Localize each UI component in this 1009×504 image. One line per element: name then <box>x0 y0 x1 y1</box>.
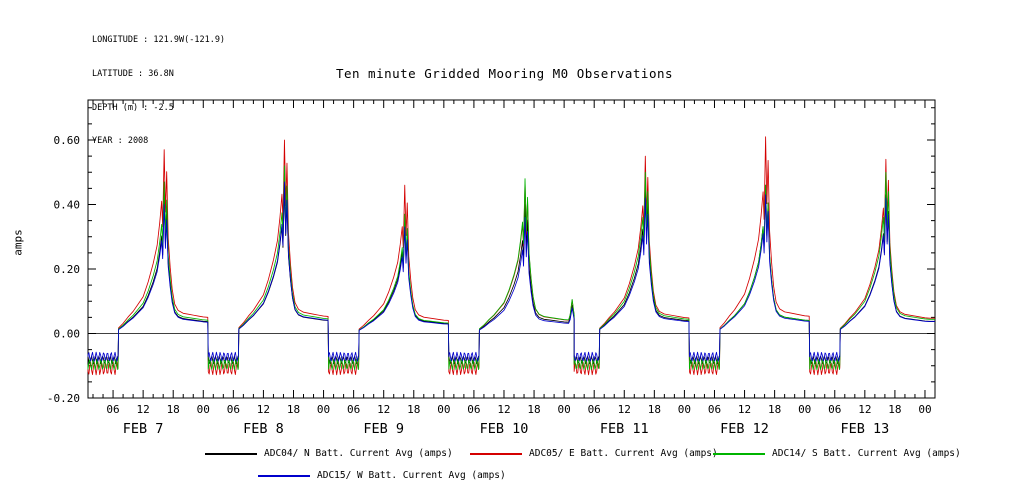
x-tick-label: 00 <box>437 403 450 416</box>
x-tick-label: 00 <box>557 403 570 416</box>
x-tick-label: 00 <box>197 403 210 416</box>
x-tick-label: 06 <box>708 403 721 416</box>
x-tick-label: 06 <box>588 403 601 416</box>
y-tick-label: 0.20 <box>54 263 81 276</box>
legend-item-adc14: ADC14/ S Batt. Current Avg (amps) <box>713 448 961 459</box>
x-tick-label: 12 <box>618 403 631 416</box>
legend-item-adc15: ADC15/ W Batt. Current Avg (amps) <box>258 470 506 481</box>
x-tick-label: 06 <box>227 403 240 416</box>
metadata-depth: DEPTH (m) : -2.5 <box>92 102 174 113</box>
metadata-year: YEAR : 2008 <box>92 136 149 147</box>
legend-item-adc04: ADC04/ N Batt. Current Avg (amps) <box>205 448 453 459</box>
x-tick-label: 18 <box>648 403 661 416</box>
legend-label-adc05: ADC05/ E Batt. Current Avg (amps) <box>529 448 718 459</box>
y-axis <box>88 107 935 399</box>
x-tick-label: 18 <box>167 403 180 416</box>
x-tick-label: 06 <box>828 403 841 416</box>
x-tick-label: 12 <box>738 403 751 416</box>
x-tick-label: 18 <box>407 403 420 416</box>
metadata-block: LONGITUDE : 121.9W(-121.9) LATITUDE : 36… <box>92 13 225 170</box>
legend-line-swatch-green <box>713 452 765 455</box>
legend-line-swatch-red <box>470 452 522 455</box>
series-line-ADC05 <box>87 136 935 376</box>
x-tick-label: 00 <box>317 403 330 416</box>
legend-label-adc04: ADC04/ N Batt. Current Avg (amps) <box>264 448 453 459</box>
legend-line-swatch-black <box>205 452 257 455</box>
x-day-label: FEB 8 <box>243 421 284 437</box>
x-tick-label: 18 <box>888 403 901 416</box>
x-tick-label: 06 <box>347 403 360 416</box>
x-tick-label: 12 <box>257 403 270 416</box>
x-tick-label: 06 <box>106 403 119 416</box>
x-tick-label: 12 <box>137 403 150 416</box>
y-tick-label: 0.40 <box>54 198 81 211</box>
x-tick-label: 18 <box>527 403 540 416</box>
plot-frame <box>87 99 936 399</box>
x-tick-label: 18 <box>768 403 781 416</box>
x-tick-label: 00 <box>678 403 691 416</box>
metadata-latitude: LATITUDE : 36.8N <box>92 69 174 80</box>
x-day-label: FEB 9 <box>363 421 404 437</box>
x-tick-label: 12 <box>497 403 510 416</box>
legend-label-adc15: ADC15/ W Batt. Current Avg (amps) <box>317 470 506 481</box>
x-day-label: FEB 13 <box>840 421 889 437</box>
x-day-label: FEB 11 <box>600 421 649 437</box>
x-tick-label: 12 <box>377 403 390 416</box>
x-day-label: FEB 7 <box>123 421 164 437</box>
metadata-longitude: LONGITUDE : 121.9W(-121.9) <box>92 35 226 46</box>
x-day-label: FEB 10 <box>480 421 529 437</box>
legend-line-swatch-blue <box>258 474 310 477</box>
legend-label-adc14: ADC14/ S Batt. Current Avg (amps) <box>772 448 961 459</box>
series-line-ADC14 <box>87 165 935 371</box>
x-tick-label: 00 <box>798 403 811 416</box>
x-tick-label: 06 <box>467 403 480 416</box>
x-axis <box>92 100 926 398</box>
y-tick-label: 0.00 <box>54 327 81 340</box>
series-line-ADC15 <box>87 181 935 362</box>
x-tick-label: 18 <box>287 403 300 416</box>
legend-item-adc05: ADC05/ E Batt. Current Avg (amps) <box>470 448 718 459</box>
chart-title: Ten minute Gridded Mooring M0 Observatio… <box>335 66 674 81</box>
y-tick-label: 0.60 <box>54 134 81 147</box>
y-tick-label: -0.20 <box>47 392 80 405</box>
series-line-ADC04 <box>87 184 935 365</box>
x-day-label: FEB 12 <box>720 421 769 437</box>
x-tick-label: 12 <box>858 403 871 416</box>
x-tick-label: 00 <box>918 403 931 416</box>
